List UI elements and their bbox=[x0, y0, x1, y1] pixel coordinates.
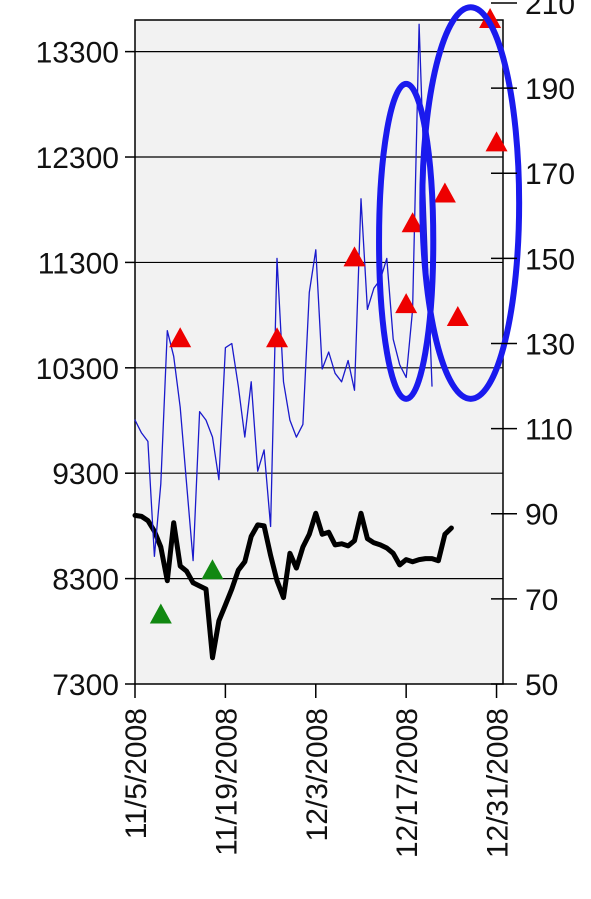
y-left-tick-label: 10300 bbox=[36, 353, 119, 386]
y-right-tick-label: 130 bbox=[525, 328, 575, 361]
y-left-tick-label: 7300 bbox=[52, 669, 119, 702]
x-tick-label: 12/3/2008 bbox=[301, 708, 334, 841]
red-triangle-marker bbox=[446, 305, 469, 326]
y-right-tick-label: 170 bbox=[525, 158, 575, 191]
x-tick-label: 11/19/2008 bbox=[210, 708, 243, 856]
green-triangle-marker bbox=[201, 559, 224, 580]
red-triangle-marker bbox=[169, 327, 192, 348]
x-tick-label: 11/5/2008 bbox=[120, 708, 153, 839]
y-left-tick-label: 9300 bbox=[52, 458, 119, 491]
y-right-tick-label: 50 bbox=[525, 669, 558, 702]
y-right-tick-label: 70 bbox=[525, 584, 558, 617]
marker-layer bbox=[149, 8, 508, 624]
y-right-tick-label: 210 bbox=[525, 0, 575, 21]
series-line-1 bbox=[132, 510, 454, 661]
green-triangle-marker bbox=[149, 603, 172, 624]
highlight-ellipse-1 bbox=[376, 80, 437, 402]
y-left-tick-label: 12300 bbox=[36, 142, 119, 175]
red-triangle-marker bbox=[266, 327, 289, 348]
highlight-ellipse-2 bbox=[419, 4, 523, 402]
x-tick-label: 12/17/2008 bbox=[391, 708, 424, 858]
red-triangle-marker bbox=[433, 182, 456, 203]
y-right-tick-label: 190 bbox=[525, 73, 575, 106]
red-triangle-marker bbox=[485, 131, 508, 152]
axes: 7300 8300 9300 10300 11300 12300 13300 50 70 90 11… bbox=[36, 0, 576, 858]
highlight-layer bbox=[376, 4, 523, 402]
y-left-tick-label: 11300 bbox=[38, 247, 119, 280]
y-right-tick-label: 150 bbox=[525, 243, 575, 276]
red-triangle-marker bbox=[401, 212, 424, 233]
y-left-tick-label: 13300 bbox=[36, 37, 119, 70]
plot-area bbox=[134, 19, 504, 685]
red-triangle-marker bbox=[343, 246, 366, 267]
x-tick-label: 12/31/2008 bbox=[482, 708, 515, 858]
y-left-tick-label: 8300 bbox=[52, 564, 119, 597]
y-right-tick-label: 90 bbox=[525, 499, 558, 532]
red-triangle-marker bbox=[395, 293, 418, 314]
y-right-tick-label: 110 bbox=[525, 414, 573, 447]
